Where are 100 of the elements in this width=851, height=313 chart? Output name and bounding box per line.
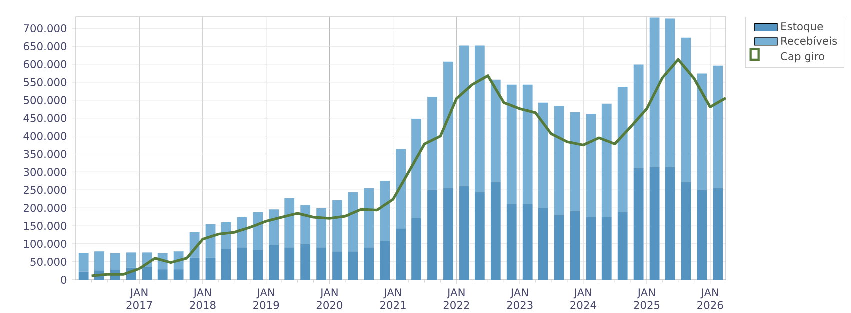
bar bbox=[444, 188, 454, 280]
bar bbox=[316, 248, 326, 280]
y-tick-label: 550.000 bbox=[24, 78, 67, 86]
x-tick-label: JAN 2017 bbox=[126, 288, 152, 310]
legend-label: Cap giro bbox=[781, 52, 824, 63]
bar bbox=[490, 80, 501, 182]
bar bbox=[554, 215, 564, 280]
bar bbox=[269, 245, 280, 280]
bar bbox=[78, 253, 89, 272]
line-series bbox=[90, 58, 726, 278]
bar bbox=[126, 252, 136, 268]
bar bbox=[474, 46, 485, 192]
bar bbox=[269, 210, 280, 246]
bar bbox=[697, 190, 708, 280]
bar bbox=[650, 167, 660, 280]
bar bbox=[665, 18, 676, 168]
bar bbox=[490, 182, 501, 280]
bar bbox=[474, 192, 485, 280]
y-tick-label: 400.000 bbox=[24, 132, 67, 140]
bar bbox=[602, 217, 612, 280]
legend-label: Recebíveis bbox=[782, 36, 838, 46]
bar bbox=[713, 188, 724, 280]
x-tick-label: JAN 2024 bbox=[570, 288, 596, 310]
x-tick-label: JAN 2022 bbox=[444, 288, 470, 310]
bar bbox=[332, 252, 342, 280]
bar bbox=[650, 18, 660, 168]
bar bbox=[396, 149, 406, 229]
bar bbox=[618, 87, 628, 212]
bar bbox=[506, 204, 517, 280]
y-tick-label: 600.000 bbox=[24, 60, 67, 68]
bar bbox=[78, 272, 89, 280]
y-tick-label: 300.000 bbox=[24, 168, 67, 176]
bar bbox=[190, 258, 200, 280]
bar bbox=[570, 211, 580, 280]
bar bbox=[380, 181, 390, 242]
bar bbox=[428, 97, 438, 190]
bar bbox=[158, 270, 168, 280]
bar bbox=[444, 62, 454, 188]
x-tick-label: JAN 2020 bbox=[316, 288, 343, 310]
y-tick-label: 700.000 bbox=[24, 24, 67, 33]
y-tick-label: 650.000 bbox=[24, 42, 67, 50]
y-tick-label: 350.000 bbox=[24, 150, 67, 158]
bar bbox=[396, 228, 406, 280]
bar bbox=[460, 46, 470, 186]
bar bbox=[554, 106, 564, 216]
bar bbox=[538, 102, 548, 208]
y-tick-label: 100.000 bbox=[24, 240, 67, 248]
bar bbox=[237, 217, 248, 248]
bar bbox=[602, 104, 612, 218]
bar bbox=[348, 252, 358, 280]
bar bbox=[94, 252, 104, 271]
bar bbox=[142, 267, 152, 280]
bar bbox=[300, 205, 311, 244]
x-tick-label: JAN 2023 bbox=[507, 288, 533, 310]
y-tick-label: 50.000 bbox=[30, 258, 67, 266]
bar bbox=[681, 38, 692, 182]
bar bbox=[316, 208, 326, 248]
bar bbox=[206, 258, 216, 280]
bar bbox=[364, 188, 374, 248]
bar bbox=[586, 217, 596, 280]
bar bbox=[570, 112, 580, 212]
bar bbox=[522, 204, 533, 280]
x-tick-label: JAN 2021 bbox=[380, 288, 406, 310]
bar bbox=[284, 198, 295, 248]
legend-label: Estoque bbox=[782, 22, 824, 33]
bar bbox=[522, 84, 533, 205]
bar bbox=[586, 114, 596, 218]
bar bbox=[713, 66, 724, 188]
bar bbox=[634, 64, 644, 168]
bar bbox=[665, 167, 676, 280]
bar bbox=[380, 242, 390, 280]
x-tick-label: JAN 2025 bbox=[634, 288, 660, 310]
bar bbox=[460, 186, 470, 280]
bar bbox=[300, 244, 311, 280]
bar bbox=[284, 248, 295, 280]
y-tick-label: 150.000 bbox=[24, 222, 67, 230]
bar bbox=[174, 270, 184, 280]
bar bbox=[332, 200, 342, 252]
bar bbox=[412, 119, 422, 219]
bar bbox=[618, 212, 628, 280]
x-tick-label: JAN 2026 bbox=[698, 288, 724, 310]
y-tick-label: 500.000 bbox=[24, 96, 67, 104]
bar bbox=[538, 208, 548, 280]
bar bbox=[221, 249, 232, 280]
bar bbox=[634, 168, 644, 280]
x-tick-label: JAN 2018 bbox=[190, 288, 216, 310]
bar bbox=[348, 192, 358, 252]
y-tick-label: 450.000 bbox=[24, 114, 67, 122]
bar bbox=[237, 248, 248, 280]
bar bbox=[506, 84, 517, 205]
x-tick-label: JAN 2019 bbox=[254, 288, 280, 310]
bar bbox=[110, 253, 120, 270]
y-tick-label: 0 bbox=[61, 276, 67, 284]
y-tick-label: 250.000 bbox=[24, 186, 67, 194]
bar bbox=[428, 190, 438, 280]
bar bbox=[253, 212, 264, 251]
bar bbox=[412, 218, 422, 280]
bar bbox=[253, 250, 264, 280]
bar bbox=[364, 248, 374, 280]
bar bbox=[697, 74, 708, 190]
